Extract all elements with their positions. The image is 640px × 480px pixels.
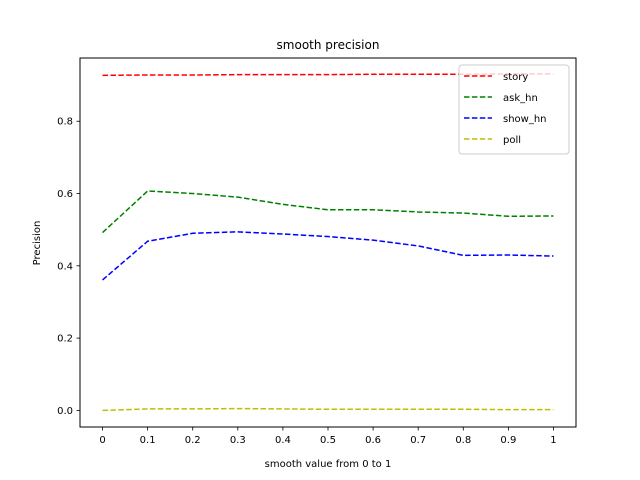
y-tick-label: 0.6 — [57, 189, 73, 200]
y-axis-label: Precision — [32, 221, 43, 266]
y-tick-label: 0.0 — [57, 406, 73, 417]
x-tick-label: 1 — [550, 435, 556, 446]
x-tick-label: 0.6 — [365, 435, 381, 446]
y-tick-label: 0.2 — [57, 334, 73, 345]
legend-label-ask-hn: ask_hn — [503, 93, 538, 104]
chart-title: smooth precision — [277, 38, 380, 52]
y-axis: 0.0 0.2 0.4 0.6 0.8 — [57, 117, 80, 417]
series-line-poll — [102, 407, 554, 412]
x-axis: 0 0.1 0.2 0.3 0.4 0.5 0.6 0.7 0.8 0.9 1 — [99, 427, 557, 446]
legend-box — [458, 64, 570, 155]
legend-label-story: story — [503, 72, 528, 83]
x-tick-label: 0.3 — [230, 435, 246, 446]
x-tick-label: 0.9 — [500, 435, 516, 446]
x-tick-label: 0.7 — [410, 435, 426, 446]
x-tick-label: 0.4 — [275, 435, 291, 446]
x-axis-label: smooth value from 0 to 1 — [265, 459, 392, 470]
legend-label-poll: poll — [503, 135, 521, 146]
legend-label-show-hn: show_hn — [503, 114, 547, 125]
x-tick-label: 0.2 — [185, 435, 201, 446]
y-tick-label: 0.8 — [57, 117, 73, 128]
x-tick-label: 0 — [99, 435, 105, 446]
x-tick-label: 0.5 — [320, 435, 336, 446]
y-tick-label: 0.4 — [57, 261, 73, 272]
x-tick-label: 0.8 — [455, 435, 471, 446]
series-line-ask-hn — [102, 190, 554, 234]
series-line-show-hn — [102, 231, 554, 281]
x-tick-label: 0.1 — [140, 435, 156, 446]
